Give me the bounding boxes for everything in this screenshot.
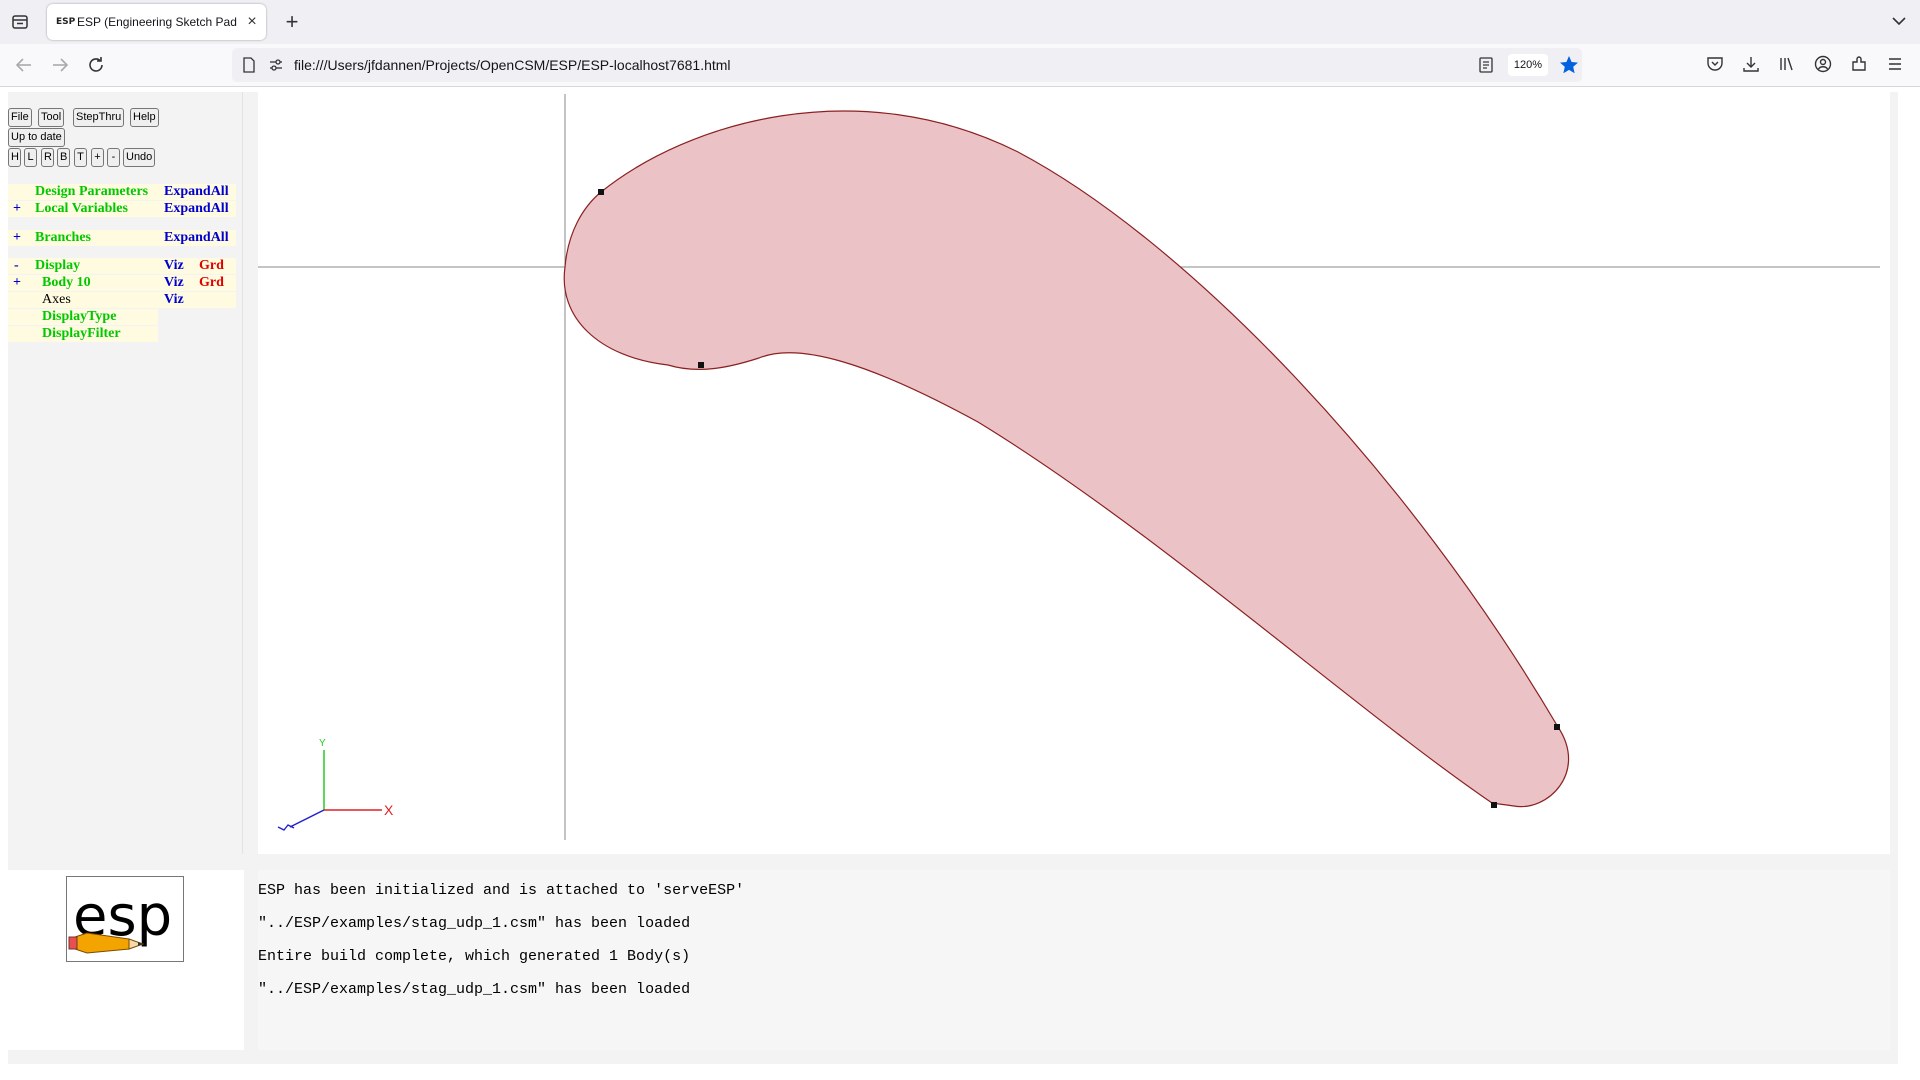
- message-scrollbar[interactable]: [1890, 870, 1898, 1050]
- tool-button[interactable]: Tool: [38, 108, 65, 127]
- view-home-button[interactable]: H: [8, 148, 21, 167]
- url-text[interactable]: file:///Users/jfdannen/Projects/OpenCSM/…: [294, 57, 731, 73]
- pencil-icon: [68, 932, 145, 954]
- node-marker[interactable]: [1554, 724, 1560, 730]
- status-button[interactable]: Up to date: [8, 128, 65, 147]
- page-icon: [242, 57, 256, 73]
- display-expander[interactable]: -: [14, 258, 19, 273]
- display-label[interactable]: Display: [35, 258, 81, 273]
- bookmark-star-icon[interactable]: [1558, 54, 1580, 76]
- tree-row-design-parameters: Design Parameters ExpandAll: [8, 184, 236, 200]
- body-10-grd[interactable]: Grd: [199, 275, 224, 290]
- browser-tab[interactable]: ESP ESP (Engineering Sketch Pad, V ×: [47, 4, 266, 40]
- account-icon[interactable]: [1813, 54, 1833, 74]
- address-bar[interactable]: file:///Users/jfdannen/Projects/OpenCSM/…: [232, 48, 1582, 82]
- undo-button[interactable]: Undo: [123, 148, 156, 167]
- display-viz[interactable]: Viz: [164, 258, 184, 273]
- local-variables-label[interactable]: Local Variables: [35, 201, 128, 216]
- stepthru-button[interactable]: StepThru: [73, 108, 125, 127]
- display-grd[interactable]: Grd: [199, 258, 224, 273]
- tab-close-icon[interactable]: ×: [247, 13, 257, 30]
- reload-icon[interactable]: [84, 53, 108, 77]
- esp-logo: esp: [66, 876, 184, 962]
- chevron-down-icon[interactable]: [1888, 10, 1910, 32]
- tree-row-body-10: + Body 10 Viz Grd: [8, 275, 236, 291]
- displaytype-label[interactable]: DisplayType: [42, 309, 117, 324]
- tree-row-branches: + Branches ExpandAll: [8, 230, 236, 246]
- local-variables-expander[interactable]: +: [13, 201, 21, 216]
- axes-label: Axes: [42, 292, 71, 307]
- permissions-icon[interactable]: [268, 57, 284, 73]
- left-panel: File Tool StepThru Help Up to date H L R…: [8, 92, 258, 854]
- left-panel-scrollbar[interactable]: [242, 92, 259, 854]
- body-face[interactable]: [563, 110, 1570, 808]
- view-left-button[interactable]: L: [24, 148, 37, 167]
- message-line: ESP has been initialized and is attached…: [258, 882, 745, 899]
- view-right-button[interactable]: R: [41, 148, 54, 167]
- node-marker[interactable]: [1491, 802, 1497, 808]
- zoom-out-button[interactable]: -: [107, 148, 120, 167]
- zoom-level-badge[interactable]: 120%: [1508, 54, 1548, 76]
- displayfilter-label[interactable]: DisplayFilter: [42, 326, 121, 341]
- triad-y-label: Y: [319, 738, 326, 749]
- file-button[interactable]: File: [8, 108, 32, 127]
- node-marker[interactable]: [698, 362, 704, 368]
- downloads-icon[interactable]: [1741, 54, 1761, 74]
- design-parameters-expandall[interactable]: ExpandAll: [164, 184, 229, 199]
- forward-icon[interactable]: [48, 53, 72, 77]
- design-parameters-label[interactable]: Design Parameters: [35, 184, 149, 199]
- graphics-canvas[interactable]: Y X: [258, 92, 1890, 854]
- branches-expandall[interactable]: ExpandAll: [164, 230, 229, 245]
- axes-triad: Y X: [277, 738, 394, 831]
- library-icon[interactable]: [1777, 54, 1797, 74]
- message-line: Entire build complete, which generated 1…: [258, 948, 691, 965]
- new-tab-button[interactable]: +: [285, 9, 299, 34]
- zoom-in-button[interactable]: +: [91, 148, 104, 167]
- message-window: ESP has been initialized and is attached…: [258, 870, 1890, 1050]
- triad-z-glyph: [277, 824, 295, 831]
- local-variables-expandall[interactable]: ExpandAll: [164, 201, 229, 216]
- tree-row-displayfilter: DisplayFilter: [8, 326, 158, 342]
- firefox-view-icon[interactable]: [10, 12, 30, 32]
- node-marker[interactable]: [598, 189, 604, 195]
- help-button[interactable]: Help: [130, 108, 159, 127]
- left-lower-scrollbar: [244, 870, 258, 1050]
- tab-bar: ESP ESP (Engineering Sketch Pad, V × +: [0, 0, 1920, 44]
- divider: [8, 854, 1898, 870]
- axes-viz[interactable]: Viz: [164, 292, 184, 307]
- branches-label[interactable]: Branches: [35, 230, 91, 245]
- menu-icon[interactable]: [1885, 54, 1905, 74]
- body-10-label[interactable]: Body 10: [42, 275, 91, 290]
- tree-row-local-variables: + Local Variables ExpandAll: [8, 201, 236, 217]
- navigation-bar: file:///Users/jfdannen/Projects/OpenCSM/…: [0, 44, 1920, 87]
- bottom-bar: [8, 1050, 1898, 1064]
- tree-row-display: - Display Viz Grd: [8, 258, 236, 274]
- message-line: "../ESP/examples/stag_udp_1.csm" has bee…: [258, 981, 691, 998]
- reader-view-icon[interactable]: [1477, 56, 1495, 74]
- extensions-icon[interactable]: [1849, 54, 1869, 74]
- view-bottom-button[interactable]: B: [57, 148, 70, 167]
- graphics-scrollbar: [1890, 92, 1898, 854]
- branches-expander[interactable]: +: [13, 230, 21, 245]
- tree-row-displaytype: DisplayType: [8, 309, 158, 325]
- tab-title: ESP (Engineering Sketch Pad, V: [77, 15, 237, 29]
- esp-favicon-icon: ESP: [56, 17, 76, 27]
- view-top-button[interactable]: T: [74, 148, 87, 167]
- pocket-icon[interactable]: [1705, 54, 1725, 74]
- message-line: "../ESP/examples/stag_udp_1.csm" has bee…: [258, 915, 691, 932]
- back-icon[interactable]: [12, 53, 36, 77]
- body-10-viz[interactable]: Viz: [164, 275, 184, 290]
- triad-x-label: X: [384, 802, 394, 818]
- body-10-expander[interactable]: +: [13, 275, 21, 290]
- tree-row-axes: Axes Viz: [8, 292, 236, 308]
- body-view: Y X: [258, 94, 1880, 840]
